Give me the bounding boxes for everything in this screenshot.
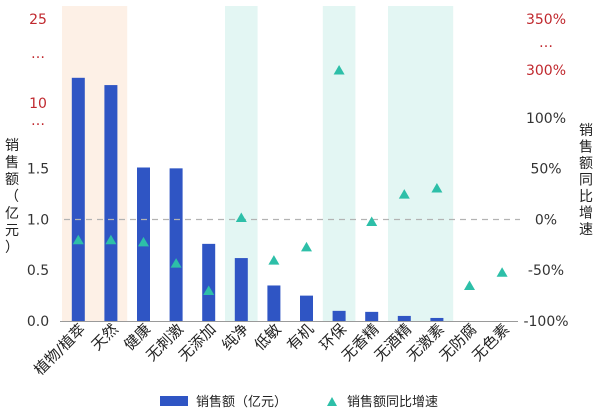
y2-tick-label: 300% [526, 63, 566, 79]
bar-11 [397, 315, 411, 321]
y-tick-label: … [31, 46, 45, 62]
y-tick-label: 0.5 [27, 263, 49, 279]
y2-tick-label: -100% [523, 314, 568, 330]
y2-axis-label: 增 [579, 206, 593, 222]
x-tick-label: 纯净 [218, 320, 252, 354]
y2-tick-label: 50% [530, 162, 561, 178]
legend-bar-swatch [160, 396, 188, 406]
growth-marker-10 [366, 216, 378, 227]
bar-9 [332, 310, 346, 321]
legend-triangle-label: 销售额同比增速 [347, 394, 438, 410]
x-tick-label: 天然 [88, 320, 122, 354]
bar-1 [71, 77, 85, 321]
y-tick-label: 1.0 [27, 213, 49, 229]
growth-marker-13 [464, 280, 475, 290]
growth-marker-4 [170, 258, 182, 268]
y2-axis-label: 售 [579, 140, 593, 156]
x-tick-label: 无添加 [175, 320, 220, 365]
bar-10 [365, 311, 379, 321]
bar-8 [300, 295, 313, 321]
bar-5 [202, 243, 216, 321]
y-axis-label: 亿 [5, 206, 19, 222]
y-axis-label: ） [5, 240, 19, 256]
bar-6 [234, 258, 248, 321]
x-tick-label: 低敏 [251, 320, 285, 354]
bar-4 [169, 168, 183, 321]
y2-tick-label: 350% [526, 12, 566, 28]
legend-bar-label: 销售额（亿元） [196, 394, 287, 410]
highlight-band-4 [388, 6, 454, 322]
y2-axis-label: 销 [579, 123, 593, 139]
growth-marker-3 [138, 236, 149, 247]
y-tick-label: 25 [29, 12, 47, 28]
y2-axis-label: 同 [579, 173, 593, 189]
highlight-band-3 [322, 6, 356, 322]
bar-7 [267, 285, 281, 321]
y-tick-label: 0.0 [27, 314, 49, 330]
growth-marker-11 [398, 189, 410, 199]
highlight-band-1 [62, 6, 128, 322]
growth-marker-14 [496, 267, 508, 277]
y2-tick-label: -50% [528, 263, 564, 279]
y2-tick-label: 0% [535, 213, 557, 229]
x-tick-label: 有机 [283, 320, 317, 354]
x-tick-label: 无色素 [468, 320, 513, 365]
growth-marker-5 [203, 285, 215, 296]
y2-axis-label: 速 [579, 222, 593, 238]
y-axis-label: （ [5, 189, 19, 205]
growth-marker-2 [105, 234, 117, 245]
y-tick-label: 10 [29, 96, 47, 112]
y-axis-label: 售 [5, 155, 19, 171]
bar-12 [430, 317, 444, 321]
growth-marker-6 [235, 212, 247, 222]
y-tick-label: … [31, 113, 45, 129]
growth-marker-12 [431, 183, 443, 193]
legend-triangle-swatch [327, 397, 337, 406]
growth-marker-9 [333, 65, 345, 75]
y2-tick-label: … [539, 35, 553, 51]
y2-axis-label: 比 [579, 189, 593, 205]
bar-2 [104, 85, 118, 321]
y-axis-label: 销 [5, 138, 19, 154]
y-axis-label: 额 [5, 172, 19, 188]
y-axis-label: 元 [5, 223, 19, 239]
growth-marker-1 [72, 234, 84, 245]
growth-marker-7 [268, 255, 280, 265]
growth-marker-8 [301, 241, 312, 252]
y2-tick-label: 100% [526, 111, 566, 127]
y-tick-label: 1.5 [27, 162, 49, 178]
y2-axis-label: 额 [579, 156, 593, 172]
